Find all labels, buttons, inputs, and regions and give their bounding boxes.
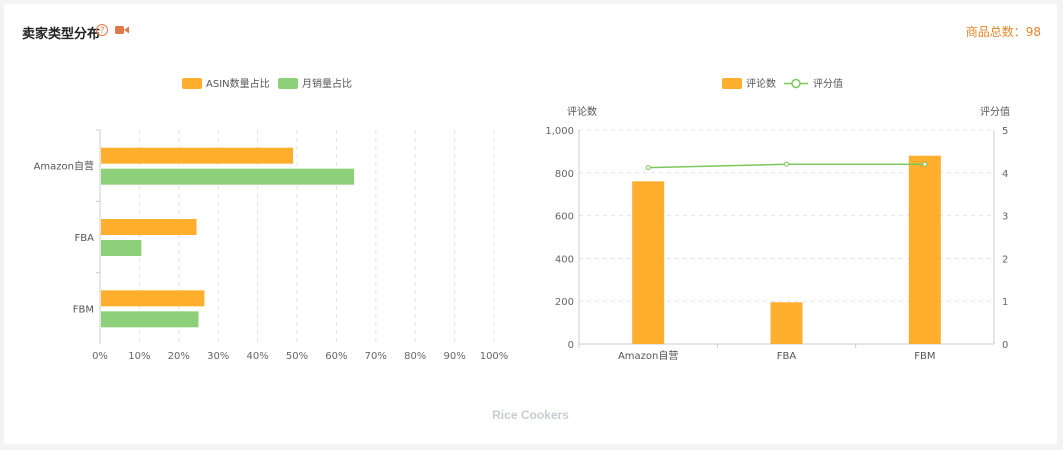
legend-swatch <box>722 78 742 89</box>
asin-share-bar <box>101 290 205 307</box>
asin-share-bar <box>101 147 294 164</box>
y-tick-label-right: 4 <box>1002 169 1008 180</box>
y-category-label: FBM <box>73 304 94 315</box>
x-tick-label: 40% <box>246 351 268 362</box>
video-camera-icon[interactable] <box>115 25 129 35</box>
rating-point <box>922 161 928 167</box>
y-tick-label-left: 200 <box>555 297 574 308</box>
review-count-bar <box>908 155 941 344</box>
review-count-bar <box>770 302 803 344</box>
question-circle-icon[interactable]: ? <box>96 24 108 36</box>
x-tick-label: 0% <box>92 351 108 362</box>
x-tick-label: 60% <box>325 351 347 362</box>
rating-point <box>784 161 789 167</box>
monthly-sales-share-bar <box>101 168 355 185</box>
x-tick-label: 70% <box>365 351 387 362</box>
legend-label: 评分值 <box>813 77 843 90</box>
y-tick-label-left: 0 <box>568 340 574 351</box>
y-tick-label-left: 800 <box>555 169 574 180</box>
monthly-sales-share-bar <box>101 240 142 256</box>
category-label: Rice Cookers <box>492 408 569 422</box>
legend-label: 月销量占比 <box>302 77 352 90</box>
y-tick-label-left: 400 <box>555 254 574 265</box>
legend-swatch <box>182 78 202 89</box>
card-title: 卖家类型分布 <box>22 27 101 42</box>
y-axis-title-right: 评分值 <box>980 105 1010 118</box>
legend-label: ASIN数量占比 <box>206 77 270 90</box>
x-tick-label: 50% <box>286 351 308 362</box>
y-tick-label-right: 5 <box>1002 126 1008 137</box>
x-tick-label: 90% <box>443 351 465 362</box>
review-count-bar <box>632 181 665 344</box>
y-tick-label-right: 2 <box>1002 254 1008 265</box>
y-tick-label-left: 1,000 <box>545 126 574 137</box>
legend-swatch <box>278 78 298 89</box>
x-category-label: FBM <box>914 351 935 362</box>
x-category-label: FBA <box>777 351 797 362</box>
x-tick-label: 20% <box>168 351 190 362</box>
legend-label: 评论数 <box>746 77 776 90</box>
y-category-label: FBA <box>75 233 95 244</box>
y-tick-label-right: 1 <box>1002 297 1008 308</box>
legend-line-marker <box>791 78 801 89</box>
seller-type-card: 卖家类型分布 ? 商品总数：98 ASIN数量占比 月销量占比 0% 10% 20% 30… <box>4 4 1057 444</box>
seller-share-chart: ASIN数量占比 月销量占比 0% 10% 20% 30% 40% 50% 60% 70% 80% 9… <box>34 77 509 362</box>
x-tick-label: 10% <box>128 351 150 362</box>
x-tick-label: 100% <box>480 351 509 362</box>
asin-share-bar <box>101 219 197 235</box>
x-tick-label: 30% <box>207 351 229 362</box>
rating-point <box>645 165 651 171</box>
y-tick-label-right: 3 <box>1002 212 1008 223</box>
x-tick-label: 80% <box>404 351 426 362</box>
x-category-label: Amazon自营 <box>618 349 678 362</box>
y-tick-label-right: 0 <box>1002 340 1008 351</box>
y-tick-label-left: 600 <box>555 212 574 223</box>
y-category-label: Amazon自营 <box>34 160 94 173</box>
y-axis-title-left: 评论数 <box>567 105 597 118</box>
total-products-count: 商品总数：98 <box>965 25 1041 39</box>
monthly-sales-share-bar <box>101 311 199 328</box>
